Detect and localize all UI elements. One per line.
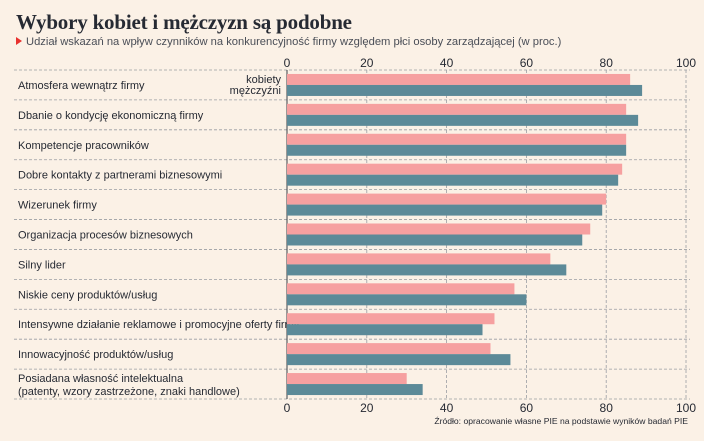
legend-label: mężczyźni <box>230 85 281 97</box>
chart-subtitle: Udział wskazań na wpływ czynników na kon… <box>16 36 561 48</box>
source-note: Źródło: opracowanie własne PIE na podsta… <box>434 416 688 426</box>
category-label: Wizerunek firmy <box>18 200 97 212</box>
bar-kobiety <box>287 163 623 175</box>
tick-label-top: 40 <box>440 56 454 70</box>
bar-mezczyzni <box>287 234 583 246</box>
tick-label-top: 80 <box>600 56 614 70</box>
bar-mezczyzni <box>287 384 423 396</box>
category-label: Dbanie o kondycję ekonomiczną firmy <box>18 110 204 122</box>
bar-mezczyzni <box>287 84 643 96</box>
category-label: Intensywne działanie reklamowe i promocy… <box>18 319 300 331</box>
bar-kobiety <box>287 73 631 85</box>
category-label: Organizacja procesów biznesowych <box>18 230 193 242</box>
category-label: Innowacyjność produktów/usług <box>18 349 173 361</box>
category-label: Posiadana własność intelektualna <box>18 373 184 385</box>
tick-label-top: 100 <box>676 56 696 70</box>
bar-kobiety <box>287 193 607 205</box>
triangle-bullet-icon <box>16 37 22 45</box>
bar-kobiety <box>287 373 407 385</box>
tick-label-top: 0 <box>284 56 291 70</box>
category-label: Niskie ceny produktów/usług <box>18 289 157 301</box>
category-label: Dobre kontakty z partnerami biznesowymi <box>18 170 222 182</box>
bar-mezczyzni <box>287 174 619 186</box>
tick-label-bottom: 20 <box>360 401 374 415</box>
tick-label-bottom: 60 <box>520 401 534 415</box>
tick-label-top: 20 <box>360 56 374 70</box>
chart-title: Wybory kobiet i mężczyzn są podobne <box>16 10 352 34</box>
tick-label-top: 60 <box>520 56 534 70</box>
category-label: Silny lider <box>18 259 66 271</box>
category-label: Atmosfera wewnątrz firmy <box>18 80 145 92</box>
tick-label-bottom: 40 <box>440 401 454 415</box>
bar-mezczyzni <box>287 204 603 216</box>
tick-label-bottom: 0 <box>284 401 291 415</box>
category-label: Kompetencje pracowników <box>18 140 149 152</box>
subtitle-text: Udział wskazań na wpływ czynników na kon… <box>26 36 562 48</box>
bar-mezczyzni <box>287 354 511 366</box>
bar-kobiety <box>287 103 627 115</box>
bar-kobiety <box>287 223 591 235</box>
bar-kobiety <box>287 133 627 145</box>
bar-mezczyzni <box>287 264 567 276</box>
bar-kobiety <box>287 343 491 355</box>
tick-label-bottom: 80 <box>600 401 614 415</box>
bar-kobiety <box>287 253 551 265</box>
bar-mezczyzni <box>287 324 483 336</box>
legend-label: kobiety <box>246 74 281 86</box>
bar-kobiety <box>287 313 495 325</box>
category-label: (patenty, wzory zastrzeżone, znaki handl… <box>18 386 240 398</box>
bar-mezczyzni <box>287 294 527 306</box>
bar-mezczyzni <box>287 114 639 126</box>
tick-label-bottom: 100 <box>676 401 696 415</box>
bar-kobiety <box>287 283 515 295</box>
bar-mezczyzni <box>287 144 627 156</box>
